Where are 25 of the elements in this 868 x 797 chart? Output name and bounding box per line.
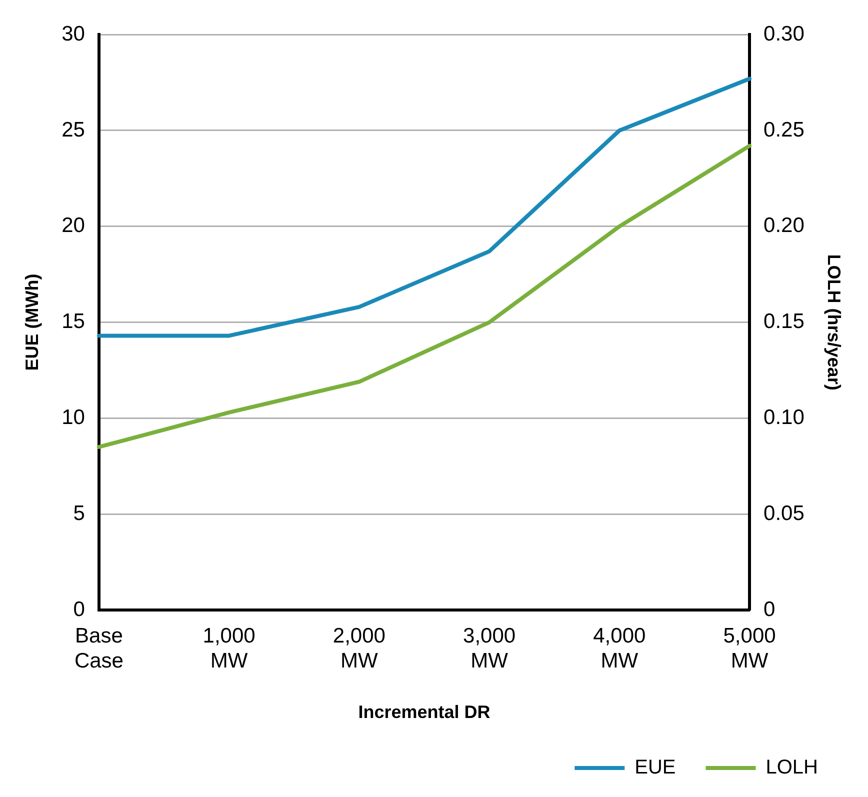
y-tick-label: 0 <box>73 598 85 621</box>
y2-tick-label: 0.10 <box>764 406 804 429</box>
y2-axis-title: LOLH (hrs/year) <box>824 254 844 390</box>
y2-tick-label: 0.20 <box>764 214 804 238</box>
y-axis-title: EUE (MWh) <box>22 274 42 371</box>
legend-label: LOLH <box>766 756 818 779</box>
x-tick-label: Base Case <box>74 624 124 673</box>
y-tick-label: 15 <box>62 310 85 334</box>
y-tick-label: 20 <box>62 214 85 238</box>
x-tick-label: 5,000 MW <box>723 624 776 673</box>
y-tick-label: 5 <box>73 502 85 525</box>
y2-tick-label: 0.15 <box>764 310 804 334</box>
y2-tick-label: 0.25 <box>764 118 804 142</box>
x-tick-label: 2,000 MW <box>332 624 386 673</box>
x-tick-label: 4,000 MW <box>593 624 646 673</box>
y2-tick-label: 0.30 <box>764 22 804 46</box>
x-tick-label: 1,000 MW <box>202 624 256 673</box>
legend-label: EUE <box>634 756 676 779</box>
y-tick-label: 10 <box>62 406 85 429</box>
y2-tick-label: 0.05 <box>764 502 804 525</box>
y2-tick-label: 0 <box>764 598 776 621</box>
x-axis-title: Incremental DR <box>358 702 490 722</box>
y-tick-label: 25 <box>62 118 85 142</box>
y-tick-label: 30 <box>62 22 85 46</box>
x-tick-label: 3,000 MW <box>463 624 516 673</box>
